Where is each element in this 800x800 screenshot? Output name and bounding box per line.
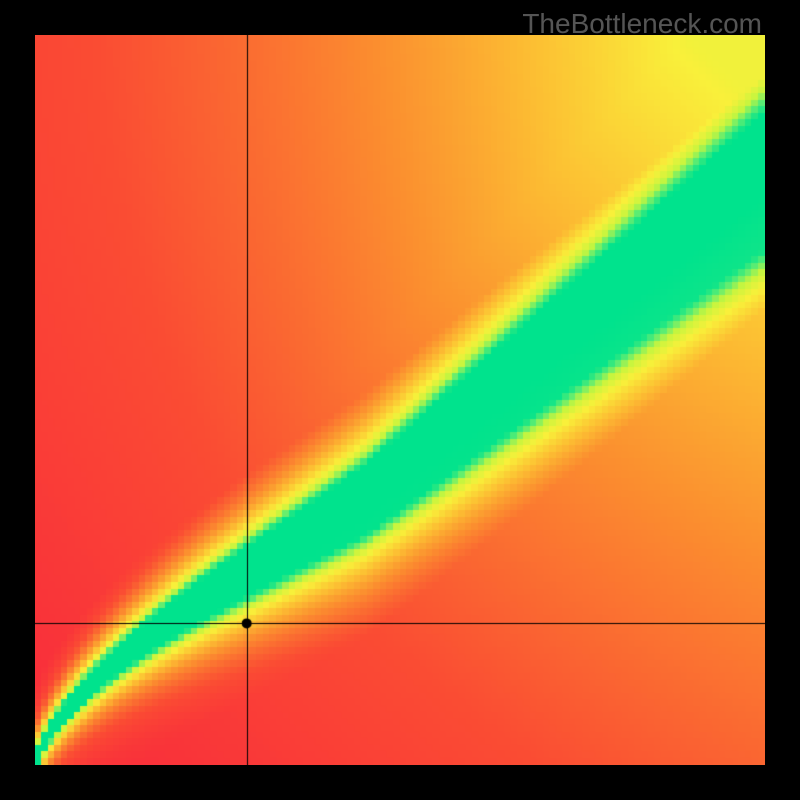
chart-container: TheBottleneck.com: [0, 0, 800, 800]
watermark-text: TheBottleneck.com: [522, 8, 762, 40]
bottleneck-heatmap: [35, 35, 765, 765]
